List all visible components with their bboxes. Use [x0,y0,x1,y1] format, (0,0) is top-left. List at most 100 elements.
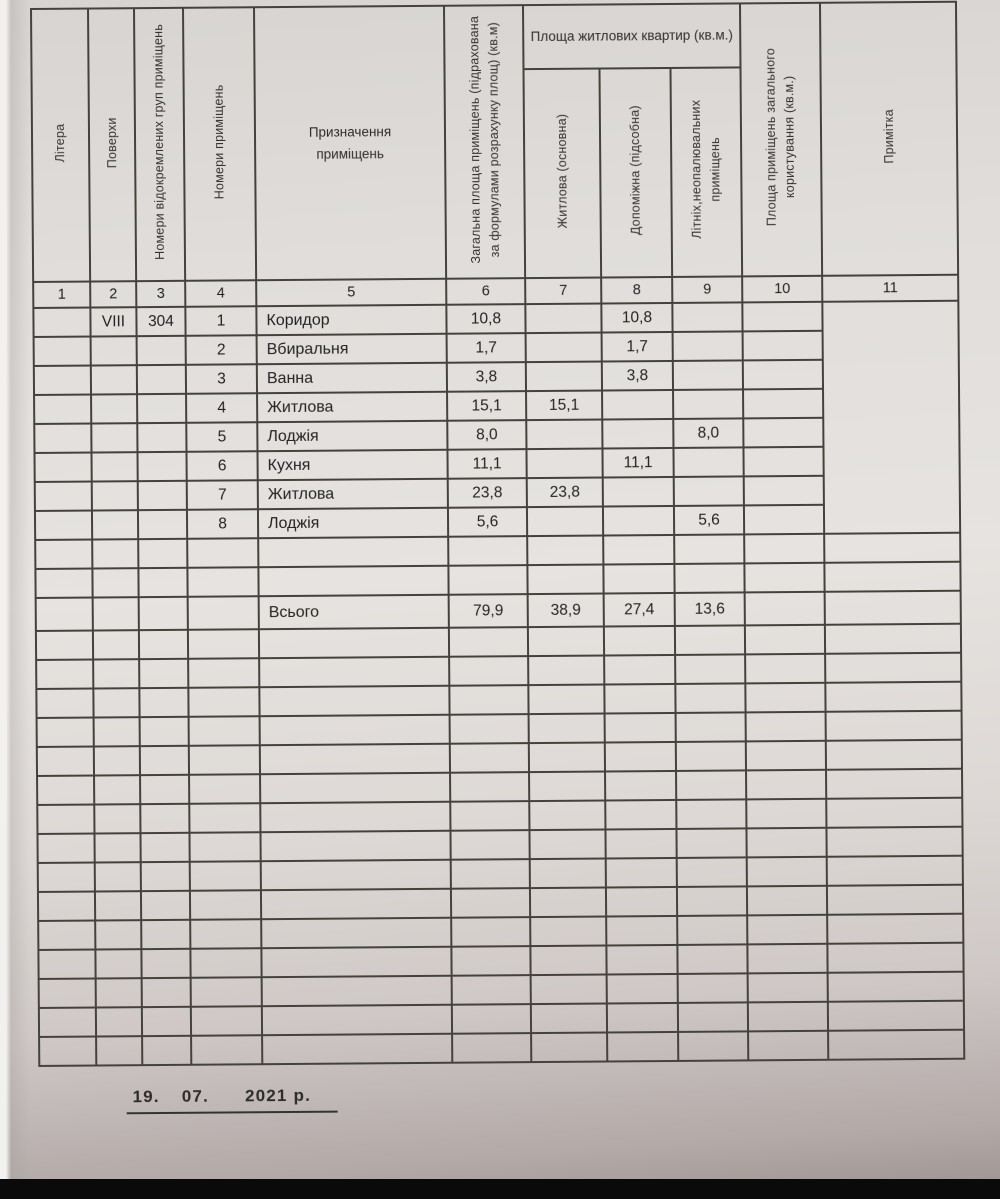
table-body: VIII 304 1 Коридор 10,8 10,8 2 Вбиральня 1,7 1,7 3… [33,300,965,1066]
cell-living-area [529,800,606,831]
cell-litera [35,630,94,660]
cell-group-number [137,509,188,540]
cell-group-number [141,919,191,950]
cell-total-area [450,888,531,918]
cell-auxiliary-area: 1,7 [601,331,673,362]
cell-group-number [142,1035,192,1066]
cell-litera [38,920,96,950]
cell-total-area: 23,8 [447,478,527,508]
cell-common-area [743,446,824,477]
date-day: 19. [132,1087,160,1107]
cell-litera [33,336,91,366]
cell-note [826,826,963,857]
cell-summer-area [675,741,747,771]
cell-total-area [451,1004,532,1034]
cell-room-number: 2 [185,335,257,365]
cell-litera [38,978,96,1008]
cell-total-area: 3,8 [446,362,527,392]
cell-room-number [187,596,259,630]
cell-note [828,1029,965,1060]
cell-note [824,623,962,654]
cell-poverhy [94,891,142,921]
cell-poverhy [94,833,141,863]
cell-auxiliary-area: 27,4 [603,592,675,627]
cell-total-area [448,565,528,595]
document-area: Літера Поверхи Номери відокремлених груп… [30,1,978,1115]
cell-litera [34,510,93,540]
col-number: 8 [601,276,673,304]
cell-auxiliary-area [602,476,674,507]
cell-purpose [259,714,450,746]
cell-room-number: 1 [185,306,257,336]
cell-purpose: Всього [258,594,449,630]
cell-total-area: 11,1 [447,449,527,479]
cell-poverhy [90,336,137,366]
empty-row [39,1029,965,1066]
date-year: 2021 р. [244,1085,312,1106]
cell-common-area [742,301,823,332]
cell-note [825,710,962,741]
cell-group-number [137,451,187,482]
cell-room-number [188,687,260,717]
cell-poverhy [95,949,142,979]
cell-group-number [141,948,191,979]
cell-purpose [258,565,449,597]
cell-common-area [742,359,824,390]
col-number: 9 [672,276,743,303]
cell-note [826,855,963,886]
cell-group-number: 304 [136,306,186,337]
cell-poverhy [94,862,141,892]
cell-litera [34,423,92,453]
cell-litera [37,833,95,863]
cell-poverhy [90,365,138,395]
cell-summer-area [672,331,743,361]
cell-group-number [140,832,190,863]
cell-litera [37,804,95,834]
cell-room-number [188,745,261,775]
cell-poverhy [94,775,141,805]
cell-living-area [528,713,605,744]
cell-purpose [258,627,450,659]
cell-note [827,913,964,944]
cell-room-number [189,803,261,833]
cell-room-number: 3 [185,364,258,394]
cell-poverhy [91,394,138,424]
cell-auxiliary-area [602,389,674,420]
cell-auxiliary-area [604,741,677,772]
cell-common-area [745,653,826,684]
cell-poverhy [91,510,139,540]
cell-living-area [525,303,602,334]
cell-living-area [528,684,605,715]
cell-auxiliary-area [605,770,677,801]
cell-purpose [261,946,452,978]
cell-litera [37,862,95,892]
cell-group-number [139,687,189,718]
cell-group-number [140,861,190,892]
col-header-note: Примітка [819,1,959,276]
cell-living-area [527,626,605,657]
cell-summer-area: 13,6 [674,592,745,626]
cell-auxiliary-area [604,654,676,685]
cell-auxiliary-area [603,534,675,565]
cell-summer-area [676,857,747,887]
cell-litera [36,717,94,747]
cell-common-area [744,533,825,564]
cell-room-number [189,890,262,920]
cell-purpose [261,917,452,949]
cell-note [825,739,963,770]
cell-summer-area [677,973,748,1003]
cell-auxiliary-area [604,683,676,714]
col-header-litera: Літера [31,8,91,282]
cell-poverhy [92,597,139,631]
col-header-auxiliary: Допоміжна (підсобна) [599,67,673,278]
col-number: 2 [90,281,137,308]
cell-common-area [746,856,827,887]
cell-summer-area [676,886,748,916]
cell-room-number [190,977,262,1007]
cell-litera [34,394,92,424]
cell-common-area [744,562,825,593]
cell-living-area [528,655,605,686]
cell-auxiliary-area [603,563,675,594]
cell-poverhy [93,688,140,718]
cell-total-area [449,656,529,686]
